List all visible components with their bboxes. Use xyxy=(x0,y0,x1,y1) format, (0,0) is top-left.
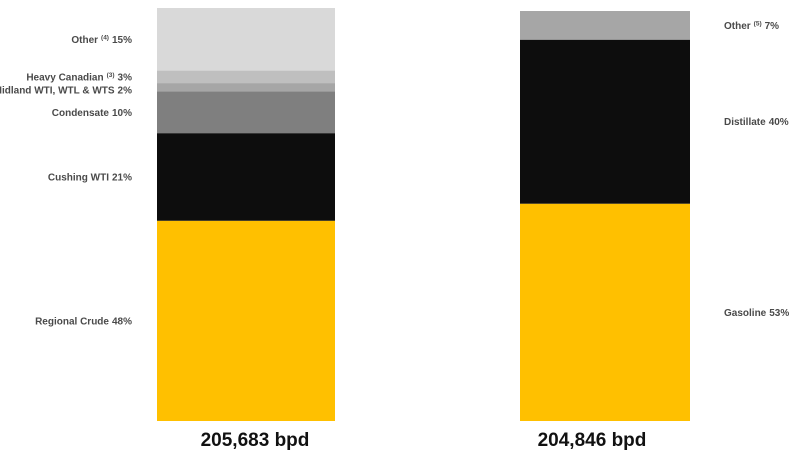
segment-percent: 7% xyxy=(765,21,780,32)
segment-footnote: (5) xyxy=(754,20,762,27)
segment-name: Heavy Canadian xyxy=(26,72,103,83)
segment-percent: 10% xyxy=(112,108,132,119)
segment-percent: 2% xyxy=(118,85,133,96)
segment-label-1-5: Heavy Canadian (3) 3% xyxy=(26,72,132,84)
segment-name: Distillate xyxy=(724,117,766,128)
total-bpd-label-1: 205,683 bpd xyxy=(201,430,310,451)
segment-footnote: (3) xyxy=(107,72,115,79)
stacked-bar-1: Other (4) 15%Heavy Canadian (3) 3%Midland WT… xyxy=(0,8,335,451)
segment-label-2-2: Distillate 40% xyxy=(724,117,789,128)
segment-percent: 3% xyxy=(118,72,133,83)
segment-name: Midland WTI, WTL & WTS xyxy=(0,85,115,96)
segment-name: Condensate xyxy=(52,108,110,119)
segment-name: Other xyxy=(71,35,98,46)
segment-percent: 53% xyxy=(769,308,789,319)
segment-label-2-1: Gasoline 53% xyxy=(724,308,789,319)
segment-percent: 40% xyxy=(769,117,789,128)
segment-percent: 48% xyxy=(112,316,132,327)
segment-label-1-6: Other (4) 15% xyxy=(71,34,132,46)
bar-segment-2-3 xyxy=(520,11,690,40)
segment-footnote: (4) xyxy=(101,34,109,41)
segment-name: Other xyxy=(724,21,751,32)
bar-segment-1-5 xyxy=(157,70,335,84)
segment-label-1-1: Regional Crude 48% xyxy=(35,316,132,327)
segment-name: Regional Crude xyxy=(35,316,109,327)
total-bpd-label-2: 204,846 bpd xyxy=(538,430,647,451)
bar-segment-1-6 xyxy=(157,8,335,71)
bar-segment-2-1 xyxy=(520,203,690,421)
segment-label-1-3: Condensate 10% xyxy=(52,108,132,119)
bar-segment-1-2 xyxy=(157,133,335,221)
segment-label-1-2: Cushing WTI 21% xyxy=(48,172,132,183)
segment-percent: 15% xyxy=(112,35,132,46)
segment-percent: 21% xyxy=(112,172,132,183)
segment-name: Gasoline xyxy=(724,308,767,319)
bar-segment-1-3 xyxy=(157,91,335,134)
bar-segment-1-4 xyxy=(157,83,335,92)
stacked-bar-2: Other (5) 7% Distillate 40% Gasoline 53% 204,84… xyxy=(520,11,789,451)
segment-label-2-3: Other (5) 7% xyxy=(724,20,779,32)
segment-name: Cushing WTI xyxy=(48,172,109,183)
segment-label-1-4: Midland WTI, WTL & WTS 2% xyxy=(0,85,132,96)
bar-segment-2-2 xyxy=(520,39,690,204)
bar-segment-1-1 xyxy=(157,220,335,421)
